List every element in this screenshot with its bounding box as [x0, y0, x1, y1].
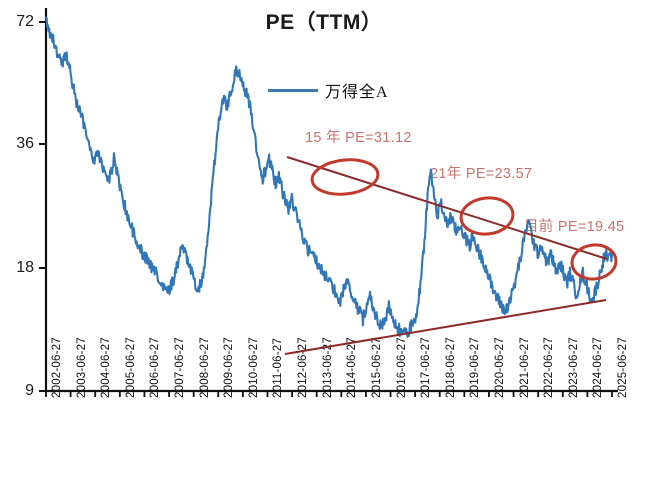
- y-tick-18: 18: [16, 259, 34, 276]
- highlight-circle-2021: [459, 196, 515, 236]
- y-tick-9: 9: [25, 382, 34, 399]
- highlight-circle-2025: [570, 243, 618, 281]
- legend-swatch-line: [268, 88, 318, 92]
- y-tick-36: 36: [16, 135, 34, 152]
- data-series-wande-quan-a: [44, 16, 614, 338]
- legend-label: 万得全A: [325, 84, 389, 101]
- annotation-current: 目前 PE=19.45: [524, 219, 625, 235]
- chart-legend: 万得全A: [268, 78, 389, 102]
- annotation-peak-2015: 15 年 PE=31.12: [305, 130, 412, 146]
- highlight-circle-2015: [310, 158, 380, 196]
- annotation-peak-2021: 21年 PE=23.57: [430, 166, 533, 182]
- trendline-resistance-descending: [286, 156, 608, 260]
- trendline-support-ascending: [284, 299, 607, 355]
- y-axis-tick-labels: 72 36 18 9: [0, 0, 34, 503]
- chart-title: PE（TTM）: [265, 11, 383, 34]
- y-tick-72: 72: [16, 13, 34, 30]
